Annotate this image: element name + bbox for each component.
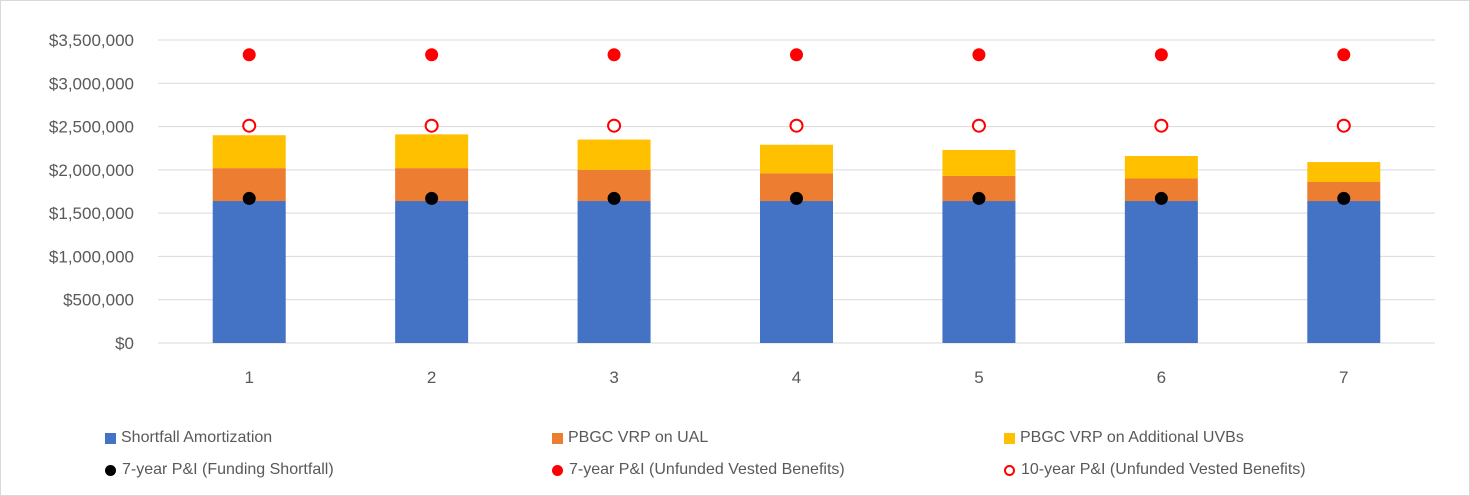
data-point [242,191,256,205]
x-tick-label: 6 [1157,368,1166,387]
data-point [607,48,621,62]
bar-segment [1124,178,1198,202]
data-point [607,191,621,205]
y-tick-label: $2,500,000 [49,118,134,137]
x-tick-label: 5 [974,368,983,387]
points [242,48,1351,205]
bar-segment [942,201,1016,343]
data-point [242,48,256,62]
data-point [425,48,439,62]
data-point [607,118,622,133]
y-tick-label: $1,500,000 [49,204,134,223]
bar-segment [212,201,286,343]
y-tick-label: $3,000,000 [49,74,134,93]
y-tick-label: $1,000,000 [49,247,134,266]
x-tick-label: 3 [609,368,618,387]
y-tick-label: $2,000,000 [49,161,134,180]
bar-segment [1124,156,1198,179]
data-point [790,48,803,62]
bar-segment [212,135,286,169]
x-axis: 1 2 3 4 5 6 7 [244,368,1348,387]
data-point [242,118,257,133]
x-tick-label: 1 [244,368,253,387]
data-point [1154,48,1168,62]
x-tick-label: 7 [1339,368,1348,387]
bars [212,134,1381,343]
bar-segment [1307,162,1381,182]
bar-segment [760,201,833,343]
bar-segment [1124,201,1198,343]
bar-segment [1307,181,1381,202]
bar-segment [1307,201,1381,343]
y-tick-label: $0 [115,334,134,353]
y-tick-label: $3,500,000 [49,31,134,50]
data-point [1154,191,1168,205]
bar-segment [577,139,651,170]
bar-segment [577,201,651,343]
bar-segment [395,201,469,343]
data-point [1337,48,1351,62]
bar-segment [395,134,469,169]
data-point [972,48,986,62]
bar-segment [942,149,1016,176]
x-tick-label: 2 [427,368,436,387]
y-axis: $0 $500,000 $1,000,000 $1,500,000 $2,000,000… [49,31,134,353]
data-point [971,118,986,133]
data-point [1154,118,1169,133]
data-point [424,118,439,133]
bar-segment [760,144,833,174]
x-tick-label: 4 [792,368,801,387]
data-point [789,118,804,133]
data-point [1337,191,1351,205]
data-point [1336,118,1351,133]
y-tick-label: $500,000 [63,291,134,310]
data-point [790,191,803,205]
data-point [425,191,439,205]
data-point [972,191,986,205]
